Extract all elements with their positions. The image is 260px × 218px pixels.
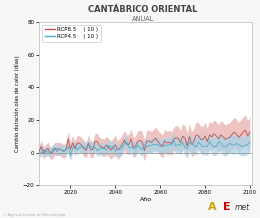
Text: met: met [235, 203, 250, 212]
Text: CANTÁBRICO ORIENTAL: CANTÁBRICO ORIENTAL [88, 5, 198, 14]
Y-axis label: Cambio duración olas de calor (días): Cambio duración olas de calor (días) [15, 55, 20, 152]
Legend: RCP8.5    ( 10 ), RCP4.5    ( 10 ): RCP8.5 ( 10 ), RCP4.5 ( 10 ) [42, 25, 101, 42]
Text: ANUAL: ANUAL [132, 16, 154, 22]
Text: A: A [208, 202, 217, 212]
Text: © Agencia Estatal de Meteorología: © Agencia Estatal de Meteorología [3, 213, 65, 217]
X-axis label: Año: Año [140, 197, 152, 202]
Text: E: E [223, 202, 230, 212]
